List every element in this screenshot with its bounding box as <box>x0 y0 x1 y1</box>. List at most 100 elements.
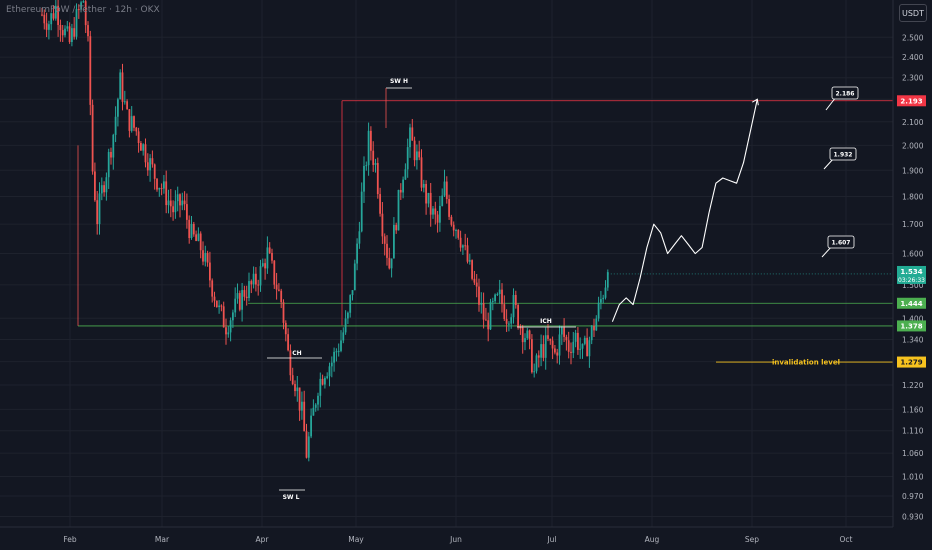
candle-body <box>443 181 446 196</box>
candle-body <box>547 335 549 339</box>
candle-body <box>390 258 393 269</box>
target-label: 2.186 <box>836 91 855 98</box>
candle-body <box>107 151 110 178</box>
candle-body <box>133 116 135 128</box>
countdown-label: 03:26:33 <box>898 277 925 284</box>
candle-body <box>379 194 381 214</box>
target-label: 1.932 <box>834 152 853 159</box>
candle-body <box>581 343 584 349</box>
candle-body <box>590 326 593 341</box>
candle-body <box>199 233 202 251</box>
candle-body <box>123 101 126 103</box>
candle-body <box>544 335 547 358</box>
symbol-title[interactable]: EthereumPoW / Tether · 12h · OKX <box>6 5 160 15</box>
candle-body <box>604 287 607 298</box>
candle-body <box>312 407 315 416</box>
candle-body <box>602 297 605 300</box>
candle-body <box>606 272 609 288</box>
candle-body <box>84 1 87 26</box>
candle-body <box>510 317 513 324</box>
candle-body <box>220 305 223 307</box>
candle-body <box>232 312 234 321</box>
candle-body <box>471 260 473 279</box>
candle-body <box>310 415 312 437</box>
candle-body <box>303 401 306 432</box>
candle-body <box>174 201 177 213</box>
candle-body <box>261 263 264 267</box>
candle-body <box>353 263 356 291</box>
candle-body <box>572 341 575 353</box>
candle-body <box>103 185 105 193</box>
candle-body <box>160 187 163 189</box>
candle-body <box>264 263 266 269</box>
candle-body <box>80 2 82 10</box>
candle-body <box>186 204 188 220</box>
y-tick-label: 2.100 <box>902 118 924 127</box>
candle-body <box>600 299 602 303</box>
candle-body <box>588 340 591 357</box>
candle-body <box>519 327 522 329</box>
candle-body <box>218 305 220 308</box>
chart-grid <box>0 0 893 527</box>
candle-body <box>464 245 467 247</box>
candle-body <box>427 192 430 204</box>
candle-body <box>255 273 257 285</box>
candle-body <box>192 223 195 235</box>
candle-body <box>71 28 73 43</box>
candle-body <box>491 301 494 303</box>
candle-body <box>452 224 455 231</box>
projection-arrowhead <box>752 98 759 106</box>
candle-body <box>197 233 200 241</box>
candle-body <box>376 163 379 195</box>
candle-body <box>374 163 377 165</box>
candle-body <box>188 219 191 239</box>
candle-body <box>213 296 216 301</box>
chart-annotations: 2.186 1.932 1.607 SW H CH ICH SW L <box>267 78 859 501</box>
y-tick-label: 0.970 <box>902 492 924 501</box>
candle-body <box>579 348 582 350</box>
candle-body <box>248 281 250 299</box>
invalidation-price-tag-bg <box>897 356 926 368</box>
candle-body <box>165 181 168 206</box>
candle-body <box>434 208 437 215</box>
candle-body <box>462 245 464 248</box>
candle-body <box>595 318 598 331</box>
candle-body <box>280 290 283 303</box>
candle-body <box>259 266 262 286</box>
candle-body <box>234 298 237 313</box>
candle-body <box>215 300 218 308</box>
candle-body <box>531 339 533 373</box>
internal-change-label: ICH <box>540 318 552 325</box>
candle-body <box>153 164 156 179</box>
candle-body <box>87 25 89 37</box>
candle-body <box>583 337 586 344</box>
candle-body <box>321 378 324 385</box>
candle-body <box>533 371 536 373</box>
candle-body <box>404 169 407 180</box>
currency-button[interactable]: USDT <box>899 4 927 22</box>
candle-body <box>337 350 340 352</box>
y-tick-label: 1.800 <box>902 192 924 201</box>
candle-body <box>82 1 85 3</box>
candle-body <box>344 318 347 333</box>
candle-body <box>158 187 161 190</box>
candle-body <box>501 289 503 305</box>
candle-body <box>367 130 370 166</box>
y-tick-label: 1.160 <box>902 405 924 414</box>
candle-body <box>278 289 280 291</box>
time-axis: Feb Mar Apr May Jun Jul Aug Sep Oct <box>0 526 893 544</box>
candle-body <box>393 224 395 259</box>
candle-body <box>163 181 165 189</box>
candle-body <box>372 150 375 165</box>
support-upper-price-tag: 1.444 <box>900 300 922 308</box>
projection-path <box>611 98 759 322</box>
candle-body <box>388 257 391 269</box>
candle-body <box>305 431 308 458</box>
candle-body <box>416 151 418 161</box>
candle-body <box>551 340 554 349</box>
y-tick-label: 2.000 <box>902 141 924 150</box>
y-tick-label: 2.500 <box>902 33 924 42</box>
candle-body <box>425 183 427 204</box>
price-axis: 2.5002.4002.3002.2002.1002.0001.9001.800… <box>892 0 932 550</box>
